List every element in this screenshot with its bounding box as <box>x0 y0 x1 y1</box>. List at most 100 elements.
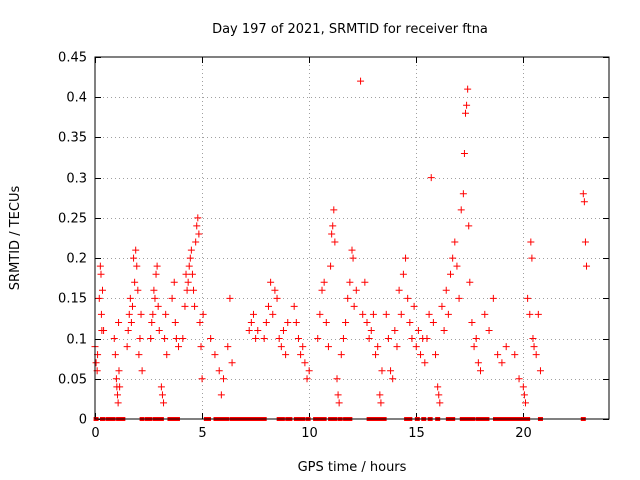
data-point <box>528 254 536 262</box>
data-point <box>435 391 443 399</box>
data-point <box>160 399 168 407</box>
data-point <box>489 294 497 302</box>
data-point <box>316 310 324 318</box>
data-point <box>402 254 410 262</box>
data-point <box>485 327 493 335</box>
data-point <box>134 286 142 294</box>
data-point <box>534 310 542 318</box>
data-point <box>462 109 470 117</box>
data-point <box>337 351 345 359</box>
data-point <box>327 262 335 270</box>
data-point <box>150 286 158 294</box>
y-tick-label: 0.35 <box>58 131 87 146</box>
data-point <box>330 206 338 214</box>
data-point <box>211 351 219 359</box>
data-point <box>451 238 459 246</box>
data-point <box>125 310 133 318</box>
data-point <box>305 367 313 375</box>
data-point <box>273 294 281 302</box>
data-point <box>460 150 468 158</box>
data-point <box>359 310 367 318</box>
y-tick-label: 0.45 <box>58 51 87 66</box>
data-point <box>149 310 157 318</box>
data-point <box>262 318 270 326</box>
data-point <box>247 318 255 326</box>
data-point <box>275 335 283 343</box>
data-point <box>494 351 502 359</box>
data-point <box>155 327 163 335</box>
data-point <box>95 294 103 302</box>
data-point <box>529 335 537 343</box>
data-point <box>442 286 450 294</box>
data-point <box>199 310 207 318</box>
data-point <box>269 310 277 318</box>
data-point <box>346 278 354 286</box>
data-point <box>425 310 433 318</box>
y-tick-label: 0.1 <box>66 333 87 348</box>
data-point <box>342 318 350 326</box>
data-point <box>384 335 392 343</box>
data-point <box>436 399 444 407</box>
data-point <box>303 375 311 383</box>
data-point <box>389 375 397 383</box>
data-point <box>97 270 105 278</box>
plot-frame <box>94 56 610 420</box>
axis-ticks: 0 0.05 0.1 0.15 0.2 0.25 0.3 0.35 0.4 0.45 0 5 10 15 2… <box>58 51 609 441</box>
data-point <box>395 286 403 294</box>
data-point <box>195 230 203 238</box>
data-point <box>252 335 260 343</box>
data-point <box>526 310 534 318</box>
data-point <box>530 343 538 351</box>
data-point <box>163 351 171 359</box>
data-point <box>290 302 298 310</box>
data-point <box>521 399 529 407</box>
data-point <box>447 270 455 278</box>
data-point <box>187 246 195 254</box>
data-point <box>318 286 326 294</box>
data-point <box>168 294 176 302</box>
data-point <box>97 310 105 318</box>
data-point <box>147 335 155 343</box>
data-point <box>502 343 510 351</box>
data-point <box>339 335 347 343</box>
data-point <box>260 335 268 343</box>
data-point <box>292 318 300 326</box>
data-point <box>412 343 420 351</box>
data-point <box>207 335 215 343</box>
data-point <box>427 174 435 182</box>
data-point <box>113 391 121 399</box>
data-point <box>391 327 399 335</box>
data-point <box>406 318 414 326</box>
data-point <box>432 351 440 359</box>
data-point <box>116 383 124 391</box>
chart-title: Day 197 of 2021, SRMTID for receiver ftn… <box>212 22 488 37</box>
y-tick-label: 0.05 <box>58 373 87 388</box>
data-point <box>444 310 452 318</box>
data-point <box>335 399 343 407</box>
data-point <box>453 262 461 270</box>
data-point <box>421 359 429 367</box>
data-point <box>194 214 202 222</box>
x-tick-label: 15 <box>408 426 425 441</box>
data-point <box>131 278 139 286</box>
data-point <box>348 246 356 254</box>
data-point <box>457 206 465 214</box>
grid-lines <box>95 57 609 419</box>
data-point <box>423 335 431 343</box>
data-point <box>357 77 365 85</box>
data-point <box>474 359 482 367</box>
data-point <box>128 302 136 310</box>
data-point <box>459 190 467 198</box>
data-point <box>372 351 380 359</box>
data-point <box>136 335 144 343</box>
data-point <box>324 343 332 351</box>
data-point <box>322 318 330 326</box>
x-tick-label: 0 <box>91 426 99 441</box>
y-axis-label: SRMTID / TECUs <box>8 186 23 291</box>
data-point <box>172 335 180 343</box>
data-point <box>352 286 360 294</box>
data-point <box>151 294 159 302</box>
data-point <box>382 310 390 318</box>
data-point <box>579 190 587 198</box>
